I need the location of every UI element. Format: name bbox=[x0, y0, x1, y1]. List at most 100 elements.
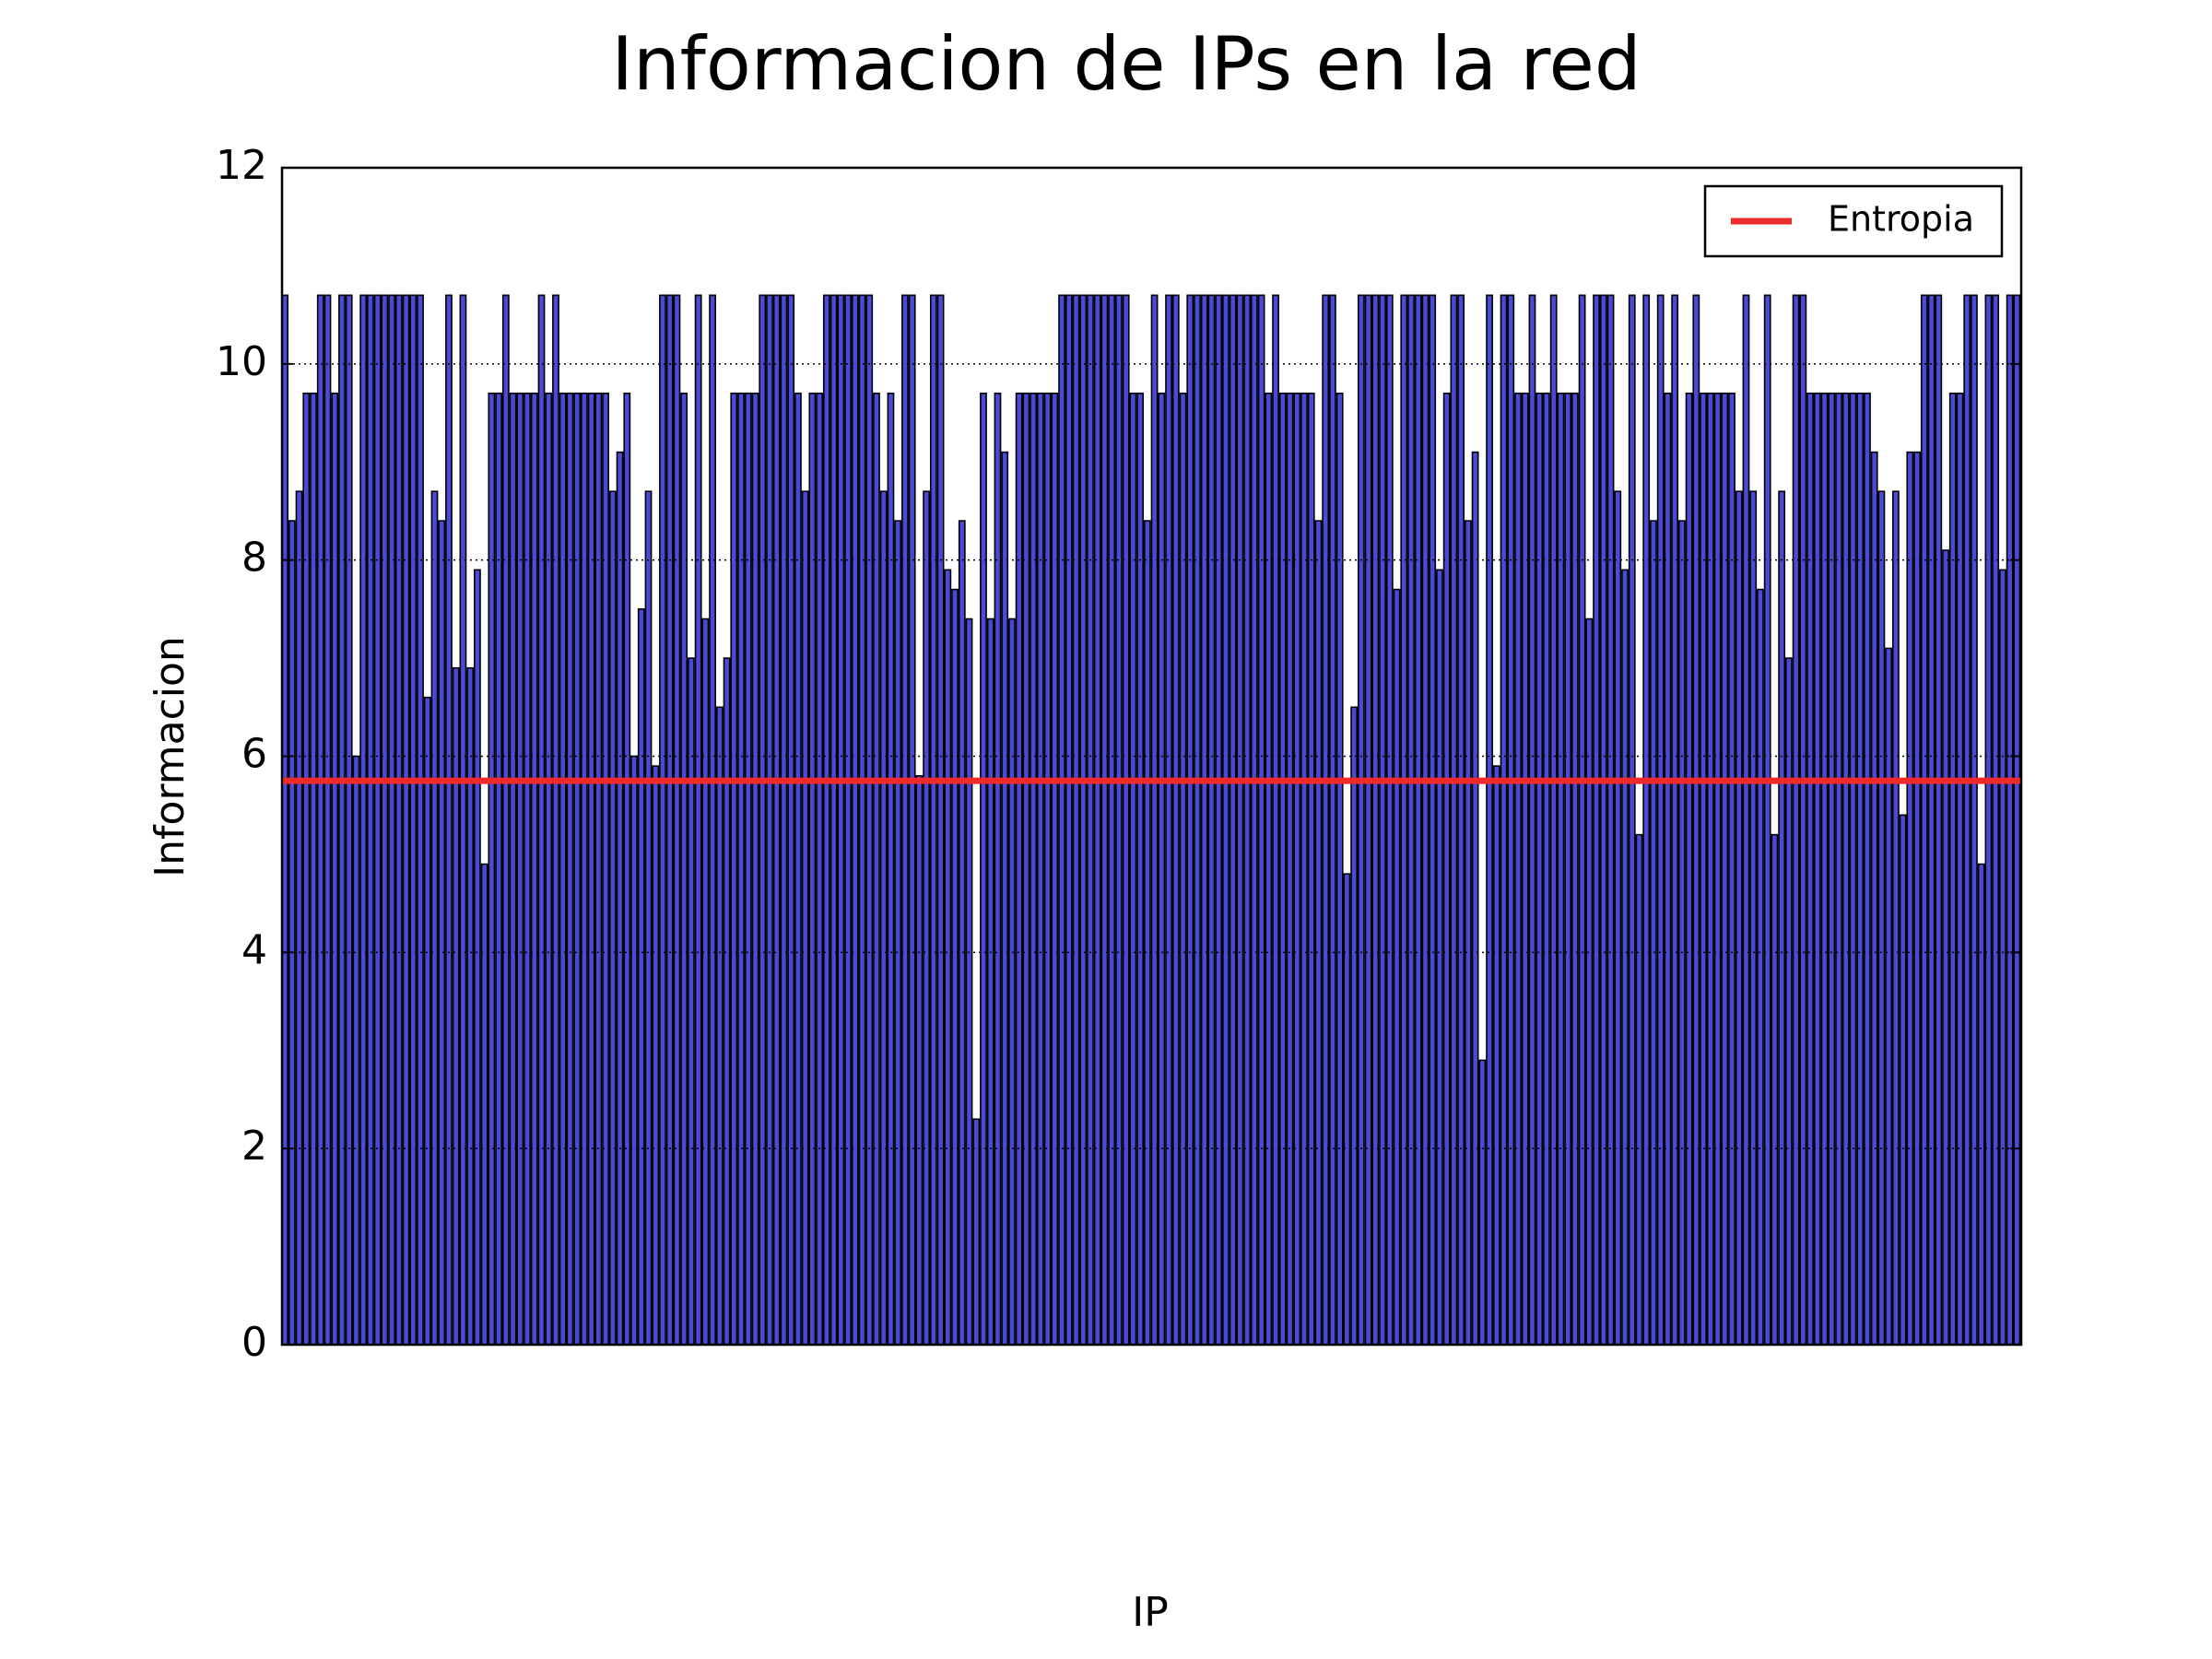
bar bbox=[1200, 294, 1208, 1346]
bar bbox=[616, 451, 624, 1346]
bar bbox=[423, 696, 431, 1346]
plot-frame bbox=[280, 166, 2023, 1347]
bar bbox=[1136, 392, 1145, 1346]
bar bbox=[509, 392, 517, 1346]
bar bbox=[367, 294, 374, 1346]
bar bbox=[844, 294, 852, 1346]
bar bbox=[1186, 294, 1194, 1346]
bar bbox=[1735, 490, 1743, 1346]
bar bbox=[1457, 294, 1465, 1346]
bar bbox=[1022, 392, 1030, 1346]
bar bbox=[537, 294, 546, 1346]
bar bbox=[879, 490, 888, 1346]
bar bbox=[780, 294, 788, 1346]
bar bbox=[744, 392, 752, 1346]
bar bbox=[1272, 294, 1279, 1346]
bar bbox=[694, 294, 702, 1346]
bar bbox=[887, 392, 895, 1346]
bar bbox=[1322, 294, 1330, 1346]
bar bbox=[495, 392, 502, 1346]
bar bbox=[908, 294, 916, 1346]
bar bbox=[958, 520, 966, 1346]
bar bbox=[1664, 392, 1672, 1346]
y-tick-label: 4 bbox=[241, 926, 267, 973]
bar bbox=[1400, 294, 1408, 1346]
bar bbox=[1799, 294, 1807, 1346]
bar bbox=[1293, 392, 1301, 1346]
bar bbox=[409, 294, 418, 1346]
bar bbox=[1763, 294, 1771, 1346]
bar bbox=[438, 520, 446, 1346]
bar bbox=[915, 774, 924, 1346]
bar bbox=[994, 392, 1002, 1346]
bar bbox=[1072, 294, 1080, 1346]
bar bbox=[830, 294, 838, 1346]
bar bbox=[858, 294, 866, 1346]
bar bbox=[936, 294, 945, 1346]
bar bbox=[1927, 294, 1936, 1346]
bar bbox=[1179, 392, 1187, 1346]
bar bbox=[1656, 294, 1665, 1346]
bar bbox=[929, 294, 937, 1346]
bar bbox=[1700, 392, 1707, 1346]
bar bbox=[417, 294, 424, 1346]
bar bbox=[1129, 392, 1137, 1346]
bar bbox=[1051, 392, 1059, 1346]
bar bbox=[1877, 490, 1886, 1346]
bar bbox=[1593, 294, 1600, 1346]
bar bbox=[1956, 392, 1964, 1346]
bar bbox=[644, 490, 653, 1346]
bar bbox=[1585, 618, 1594, 1346]
bar bbox=[1379, 294, 1386, 1346]
bar bbox=[1500, 294, 1508, 1346]
bar bbox=[623, 392, 631, 1346]
bar bbox=[680, 392, 688, 1346]
bar bbox=[1521, 392, 1529, 1346]
bar bbox=[1307, 392, 1315, 1346]
bar bbox=[1158, 392, 1166, 1346]
bar bbox=[709, 294, 717, 1346]
bar bbox=[1421, 294, 1430, 1346]
bar bbox=[980, 392, 987, 1346]
bar bbox=[1343, 873, 1351, 1346]
bar bbox=[1935, 294, 1943, 1346]
bar bbox=[316, 294, 324, 1346]
bar bbox=[1464, 520, 1472, 1346]
bar bbox=[1963, 294, 1971, 1346]
bar bbox=[302, 392, 311, 1346]
bar bbox=[794, 392, 802, 1346]
bar bbox=[1549, 294, 1558, 1346]
bar bbox=[1778, 490, 1786, 1346]
bar bbox=[480, 863, 488, 1346]
bar bbox=[822, 294, 830, 1346]
bar bbox=[865, 294, 874, 1346]
bar bbox=[1314, 520, 1323, 1346]
bar bbox=[1015, 392, 1023, 1346]
bar bbox=[581, 392, 588, 1346]
bar bbox=[1450, 294, 1458, 1346]
bar bbox=[474, 569, 481, 1346]
bar bbox=[1557, 392, 1565, 1346]
bar bbox=[1393, 588, 1401, 1346]
bar bbox=[1535, 392, 1544, 1346]
bar bbox=[944, 569, 952, 1346]
bar bbox=[1948, 392, 1957, 1346]
bar bbox=[1093, 294, 1101, 1346]
bar bbox=[1357, 294, 1365, 1346]
bar bbox=[1008, 618, 1016, 1346]
bar bbox=[772, 294, 781, 1346]
y-tick-label: 2 bbox=[241, 1123, 267, 1170]
bar bbox=[1828, 392, 1836, 1346]
bar bbox=[373, 294, 382, 1346]
bar bbox=[1100, 294, 1109, 1346]
bar bbox=[587, 392, 595, 1346]
bar bbox=[1442, 392, 1451, 1346]
bar bbox=[1108, 294, 1116, 1346]
bar bbox=[1749, 490, 1758, 1346]
bar bbox=[1215, 294, 1223, 1346]
bar bbox=[1984, 294, 1993, 1346]
bar bbox=[1721, 392, 1729, 1346]
bar bbox=[1685, 392, 1693, 1346]
bar bbox=[751, 392, 759, 1346]
bar bbox=[1806, 392, 1814, 1346]
